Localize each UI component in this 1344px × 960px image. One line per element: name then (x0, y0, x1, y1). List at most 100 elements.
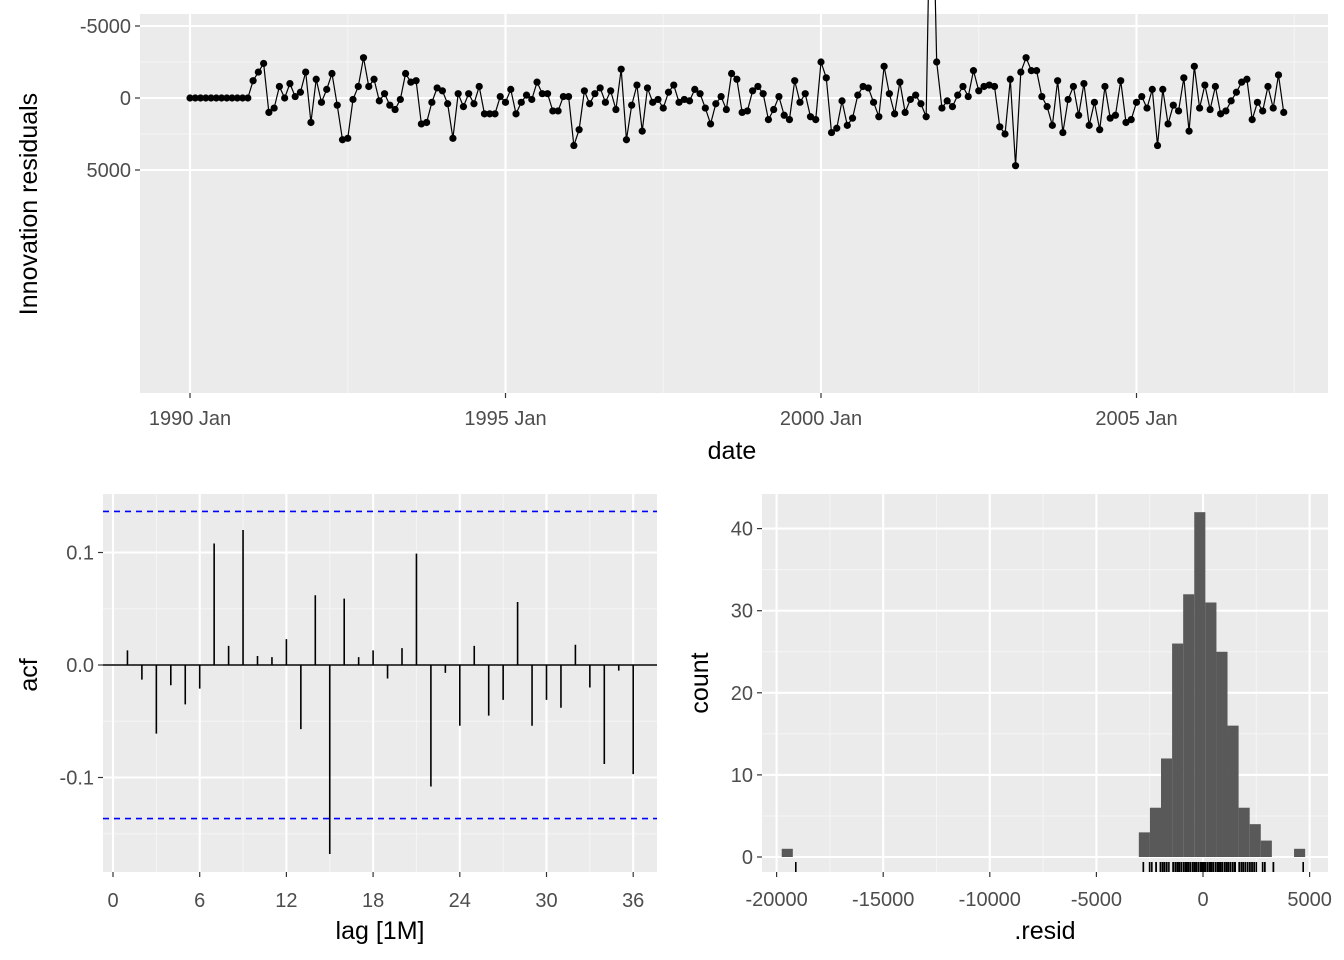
x-tick-label: -20000 (745, 889, 807, 911)
residual-point (1122, 118, 1130, 127)
residual-point (1248, 116, 1256, 124)
y-tick-label: 0.0 (66, 655, 94, 677)
residual-point (496, 92, 504, 101)
residual-point (412, 77, 420, 85)
residual-point (323, 85, 331, 93)
histogram-bar (1216, 651, 1228, 857)
residual-point (586, 100, 594, 108)
histogram-y-title: count (686, 652, 714, 713)
residual-point (223, 94, 231, 102)
residual-histogram: 0 10 20 30 40 -20000 -15000 -10000 -5000 0 5000 .… (686, 494, 1332, 945)
residual-point (522, 91, 531, 99)
residual-point (959, 82, 967, 91)
acf-plot: 0.1 0.0 -0.1 0 6 12 18 24 30 36 lag [1M] acf (15, 494, 657, 945)
residual-point (344, 134, 352, 142)
residual-point (1080, 80, 1088, 88)
x-tick-label: 5000 (1287, 889, 1332, 911)
residual-point (622, 136, 631, 144)
histogram-bar (1138, 832, 1150, 857)
residual-point (1259, 107, 1267, 115)
residual-point (1148, 85, 1156, 93)
residual-point (538, 90, 546, 98)
residual-point (1238, 78, 1246, 86)
residual-point (1101, 82, 1109, 91)
residual-point (996, 123, 1004, 131)
residual-point (333, 101, 341, 109)
acf-plot-x-title: lag [1M] (336, 917, 425, 945)
residual-point (749, 87, 757, 95)
y-tick-label: 0 (120, 88, 131, 110)
histogram-x-title: .resid (1014, 917, 1075, 945)
residual-point (423, 118, 431, 127)
residual-point (565, 92, 573, 101)
residual-point (191, 94, 199, 102)
residual-point (743, 107, 751, 115)
time-plot-y-title: Innovation residuals (15, 93, 43, 315)
residual-point (470, 100, 478, 108)
acf-plot-spikes (103, 510, 657, 854)
residual-point (554, 107, 562, 115)
residual-point (1232, 88, 1241, 96)
acf-plot-y-title: acf (15, 658, 43, 691)
residual-point (454, 90, 462, 98)
residual-point (438, 87, 446, 95)
histogram-bar (1260, 840, 1272, 857)
acf-plot-panel (103, 494, 657, 872)
residual-point (186, 94, 194, 102)
residual-point (880, 62, 888, 70)
residual-point (1243, 75, 1251, 83)
residual-point (780, 111, 788, 119)
residual-point (1280, 108, 1288, 116)
residual-point (1011, 162, 1020, 170)
time-plot-gridlines (140, 14, 1328, 393)
residual-point (401, 69, 410, 78)
residual-point (1096, 126, 1104, 134)
residual-point (380, 90, 389, 98)
residual-point (1032, 67, 1041, 75)
x-tick-label: 0 (1197, 889, 1208, 911)
residual-point (722, 105, 730, 114)
residual-point (733, 75, 741, 83)
residual-point (1153, 141, 1162, 150)
residual-point (775, 92, 783, 101)
residual-point (291, 92, 299, 101)
histogram-x-ticks: -20000 -15000 -10000 -5000 0 5000 (745, 872, 1332, 911)
residual-point (664, 88, 673, 96)
histogram-bars (781, 512, 1306, 858)
x-tick-label: 1990 Jan (149, 408, 231, 430)
residual-point (533, 78, 541, 86)
residual-point (1201, 81, 1209, 89)
residual-point (912, 91, 920, 99)
x-tick-label: 0 (107, 890, 118, 912)
residual-point (1227, 97, 1235, 105)
x-tick-label: 2000 Jan (780, 408, 862, 430)
residual-point (275, 82, 283, 91)
residual-point (1054, 77, 1062, 85)
residual-point (1117, 77, 1125, 85)
residual-point (1017, 68, 1025, 76)
residual-point (1143, 104, 1151, 112)
residual-point (612, 105, 620, 114)
residual-point (559, 92, 567, 101)
time-plot-series (186, 0, 1288, 170)
residual-point (1217, 110, 1225, 118)
residual-point (265, 108, 273, 116)
residual-point (1269, 104, 1277, 112)
residual-point (254, 68, 262, 76)
residual-point (244, 94, 252, 102)
residual-point (1222, 107, 1230, 115)
residual-point (717, 92, 725, 101)
residual-point (233, 94, 241, 102)
residual-point (543, 90, 552, 98)
residual-point (354, 82, 362, 91)
residual-point (964, 92, 972, 101)
residual-point (365, 82, 373, 91)
residual-point (459, 103, 468, 111)
residual-point (848, 114, 857, 122)
residual-point (465, 90, 473, 98)
x-tick-label: -10000 (959, 889, 1021, 911)
residual-point (296, 88, 305, 96)
residual-point (906, 95, 914, 104)
residual-point (207, 94, 215, 102)
residual-point (1164, 120, 1172, 128)
